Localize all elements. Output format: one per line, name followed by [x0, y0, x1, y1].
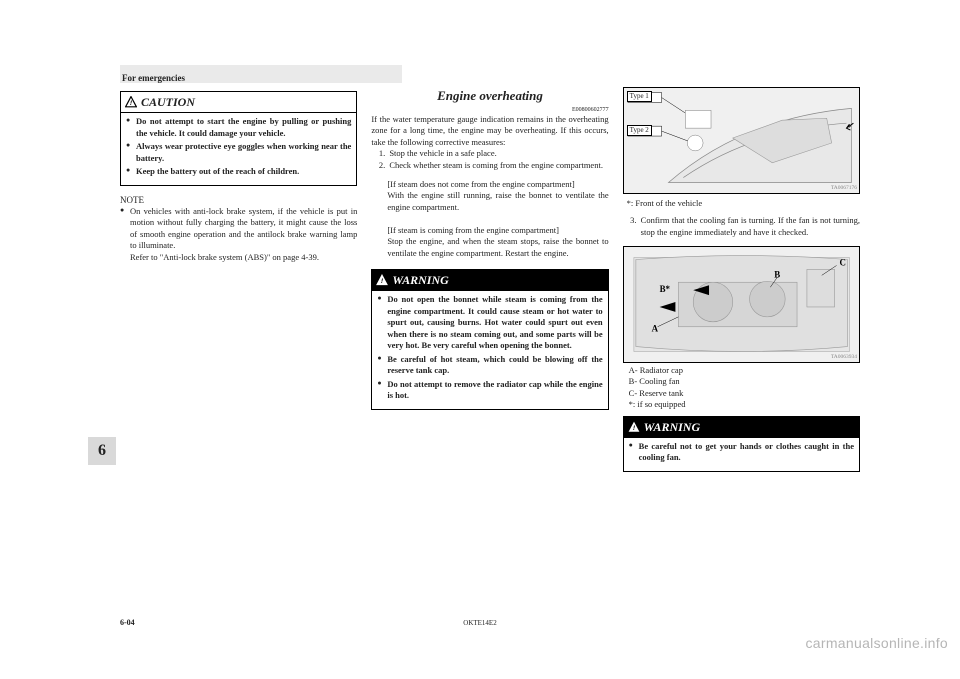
warning-title: WARNING	[392, 272, 448, 288]
warning-title-row: ! WARNING	[372, 270, 607, 291]
column-3: * Type 1 Type 2 TA0067176 *: Front of th…	[623, 87, 860, 480]
page-content: For emergencies ! CAUTION Do not attempt…	[120, 65, 860, 595]
step-item: Check whether steam is coming from the e…	[387, 160, 608, 171]
legend-c: C- Reserve tank	[629, 388, 860, 399]
legend-list: A- Radiator cap B- Cooling fan C- Reserv…	[623, 365, 860, 409]
column-1: ! CAUTION Do not attempt to start the en…	[120, 87, 357, 480]
svg-text:C: C	[839, 258, 845, 268]
engine-code: E00800602777	[371, 106, 608, 114]
svg-text:B: B	[774, 270, 780, 280]
no-steam-body: With the engine still running, raise the…	[387, 190, 608, 213]
doc-code: OKTE14E2	[463, 619, 496, 627]
step3-item: Confirm that the cooling fan is turning.…	[639, 215, 860, 238]
legend-star: *: if so equipped	[629, 399, 860, 410]
svg-text:*: *	[847, 123, 851, 132]
warning-body: Do not open the bonnet while steam is co…	[372, 291, 607, 408]
figure-code: TA0063934	[831, 354, 857, 361]
chapter-number: 6	[98, 442, 106, 460]
warning-triangle-icon: !	[376, 274, 388, 286]
svg-text:!: !	[130, 100, 133, 107]
section-label: For emergencies	[122, 73, 185, 83]
type2-label: Type 2	[627, 125, 652, 136]
intro-text: If the water temperature gauge indicatio…	[371, 114, 608, 148]
figure-engine-bay: A B* B C TA0063934	[623, 246, 860, 363]
column-2: Engine overheating E00800602777 If the w…	[371, 87, 608, 480]
columns: ! CAUTION Do not attempt to start the en…	[120, 87, 860, 480]
caution-body: Do not attempt to start the engine by pu…	[121, 113, 356, 184]
caution-title: CAUTION	[141, 94, 195, 110]
warning-box: ! WARNING Do not open the bonnet while s…	[371, 269, 608, 409]
type1-label: Type 1	[627, 91, 652, 102]
steps-list: Stop the vehicle in a safe place. Check …	[371, 148, 608, 171]
warning-item: Be careful of hot steam, which could be …	[377, 354, 602, 377]
figure-code: TA0067176	[831, 185, 857, 192]
no-steam-head: [If steam does not come from the engine …	[387, 179, 608, 190]
warning-item: Do not open the bonnet while steam is co…	[377, 294, 602, 351]
warning-body-2: Be careful not to get your hands or clot…	[624, 438, 859, 471]
step-item: Stop the vehicle in a safe place.	[387, 148, 608, 159]
caution-item: Always wear protective eye goggles when …	[126, 141, 351, 164]
caution-box: ! CAUTION Do not attempt to start the en…	[120, 91, 357, 186]
step3-list: Confirm that the cooling fan is turning.…	[623, 215, 860, 238]
front-caption: *: Front of the vehicle	[627, 198, 860, 209]
warning-item: Do not attempt to remove the radiator ca…	[377, 379, 602, 402]
caution-item: Do not attempt to start the engine by pu…	[126, 116, 351, 139]
note-label: NOTE	[120, 194, 357, 206]
svg-text:B*: B*	[659, 285, 670, 295]
figure-engine-hood: * Type 1 Type 2 TA0067176	[623, 87, 860, 194]
page-number: 6-04	[120, 618, 135, 627]
legend-b: B- Cooling fan	[629, 376, 860, 387]
chapter-tab: 6	[88, 437, 116, 465]
warning-item: Be careful not to get your hands or clot…	[629, 441, 854, 464]
warning-box-2: ! WARNING Be careful not to get your han…	[623, 416, 860, 472]
caution-title-row: ! CAUTION	[121, 92, 356, 113]
note-item: On vehicles with anti-lock brake system,…	[120, 206, 357, 263]
note-list: On vehicles with anti-lock brake system,…	[120, 206, 357, 263]
header-bar: For emergencies	[120, 65, 402, 83]
steam-body: Stop the engine, and when the steam stop…	[387, 236, 608, 259]
svg-text:A: A	[651, 324, 658, 334]
caution-triangle-icon: !	[125, 96, 137, 108]
watermark: carmanualsonline.info	[806, 635, 949, 651]
warning-title-2: WARNING	[644, 419, 700, 435]
steam-head: [If steam is coming from the engine comp…	[387, 225, 608, 236]
warning-triangle-icon: !	[628, 421, 640, 433]
warning-title-row-2: ! WARNING	[624, 417, 859, 438]
engine-overheating-title: Engine overheating	[371, 87, 608, 105]
legend-a: A- Radiator cap	[629, 365, 860, 376]
caution-item: Keep the battery out of the reach of chi…	[126, 166, 351, 177]
